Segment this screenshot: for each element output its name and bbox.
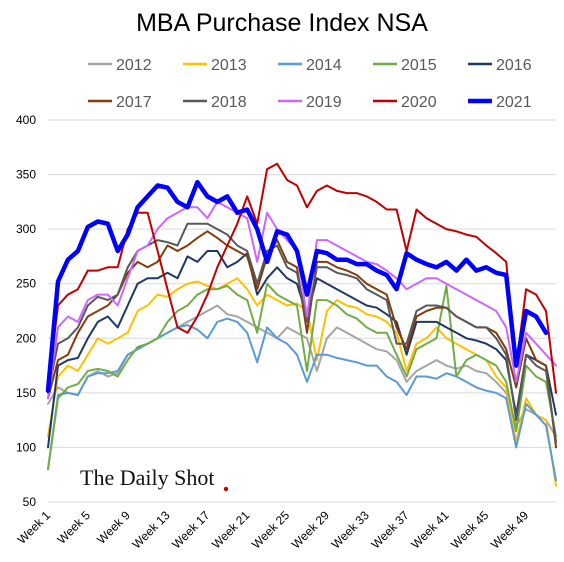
legend-label-2019: 2019	[306, 94, 342, 111]
legend-label-2013: 2013	[211, 57, 247, 74]
y-tick-label: 100	[16, 440, 36, 454]
plot-area	[45, 162, 557, 487]
legend-label-2015: 2015	[401, 57, 437, 74]
watermark-text: The Daily Shot	[80, 465, 214, 490]
legend-label-2016: 2016	[496, 57, 532, 74]
watermark: The Daily Shot	[80, 465, 229, 492]
legend-label-2014: 2014	[306, 57, 342, 74]
legend-label-2021: 2021	[496, 94, 532, 111]
legend-label-2020: 2020	[401, 94, 437, 111]
x-tick-label: Week 1	[15, 508, 54, 547]
x-tick-label: Week 49	[488, 508, 531, 551]
x-tick-label: Week 29	[289, 508, 332, 551]
x-tick-label: Week 45	[448, 508, 491, 551]
legend-label-2018: 2018	[211, 94, 247, 111]
chart-title: MBA Purchase Index NSA	[136, 9, 428, 37]
x-tick-label: Week 37	[368, 508, 411, 551]
watermark-dot	[223, 486, 229, 492]
x-tick-label: Week 17	[169, 508, 212, 551]
series-line-2013	[47, 277, 557, 487]
x-tick-label: Week 33	[329, 508, 372, 551]
series-line-2018	[47, 222, 557, 443]
series-line-2015	[47, 282, 557, 471]
y-tick-label: 300	[16, 222, 36, 236]
x-tick-label: Week 13	[129, 508, 172, 551]
x-tick-label: Week 5	[54, 508, 93, 547]
legend-label-2017: 2017	[116, 94, 152, 111]
x-tick-label: Week 9	[94, 508, 133, 547]
y-axis: 50 100 150 200 250 300 350 400	[16, 113, 36, 509]
y-tick-label: 250	[16, 277, 36, 291]
y-tick-label: 50	[23, 495, 37, 509]
y-tick-label: 150	[16, 386, 36, 400]
x-tick-label: Week 21	[209, 508, 252, 551]
y-tick-label: 400	[16, 113, 36, 127]
y-tick-label: 200	[16, 331, 36, 345]
series-line-2019	[47, 200, 557, 400]
chart-legend: 2012 2013 2014 2015 2016 2017 2018 2019 2020 2021	[88, 57, 532, 111]
x-tick-label: Week 41	[408, 508, 451, 551]
series-line-2021	[45, 179, 549, 393]
y-tick-label: 350	[16, 168, 36, 182]
legend-label-2012: 2012	[116, 57, 152, 74]
x-tick-label: Week 25	[249, 508, 292, 551]
